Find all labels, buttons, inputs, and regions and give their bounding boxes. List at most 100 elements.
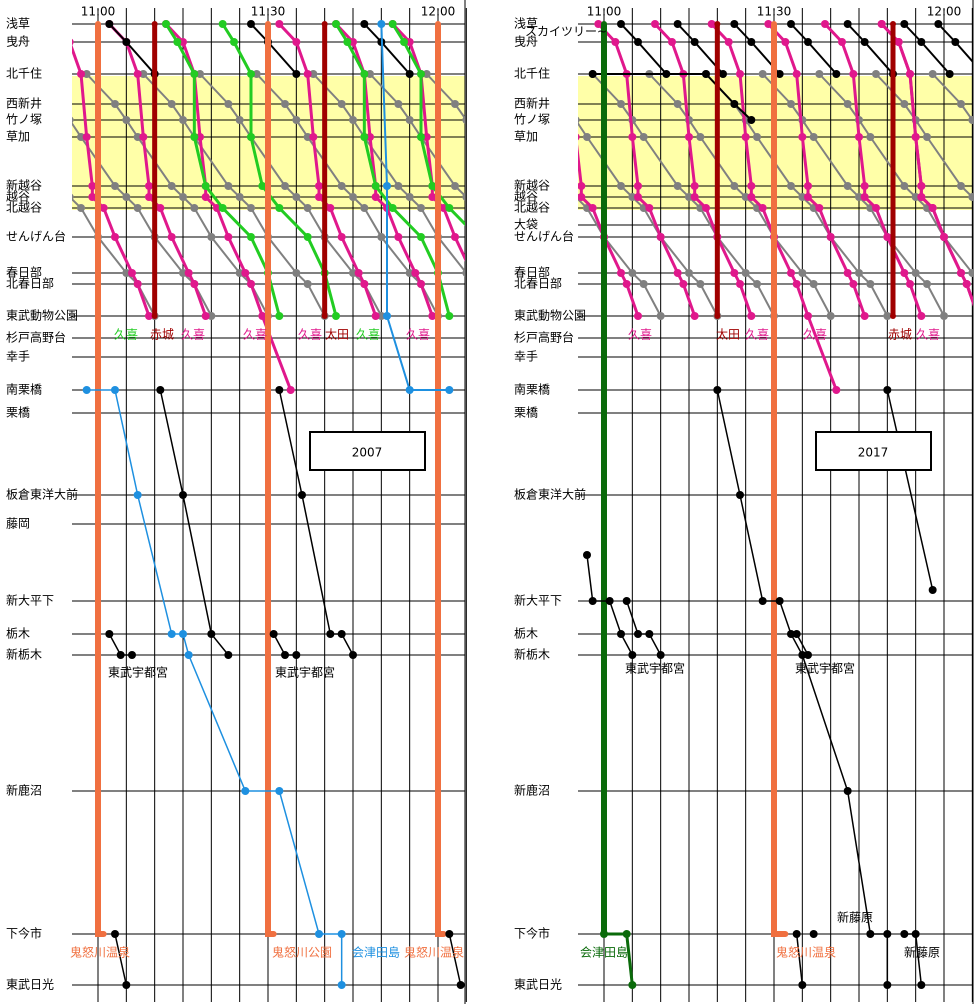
- stop: [491, 312, 499, 320]
- stop: [566, 70, 574, 78]
- stop: [601, 270, 607, 276]
- stop: [588, 204, 597, 212]
- stop: [601, 117, 607, 123]
- train-path: [903, 23, 951, 75]
- stop: [99, 204, 108, 212]
- stop: [224, 100, 233, 108]
- train-path: [886, 389, 934, 591]
- stop: [95, 652, 101, 658]
- stop: [435, 194, 441, 200]
- stop: [133, 491, 142, 499]
- stop: [804, 193, 812, 201]
- stop: [275, 204, 284, 212]
- stop: [366, 70, 374, 78]
- stop: [809, 133, 818, 141]
- train-label: 東武宇都宮: [108, 665, 168, 680]
- stop: [72, 116, 74, 124]
- stop: [724, 38, 733, 46]
- stop: [883, 930, 892, 938]
- stop: [787, 20, 795, 28]
- stop: [405, 269, 414, 277]
- stop: [349, 116, 357, 124]
- station-name: 北越谷: [6, 201, 42, 215]
- stop: [218, 20, 227, 28]
- stop: [394, 182, 403, 190]
- stop: [95, 410, 101, 416]
- stop: [230, 38, 238, 46]
- stop: [201, 193, 210, 201]
- stop: [890, 21, 896, 27]
- train-path: [425, 73, 465, 120]
- stop: [696, 133, 705, 141]
- station-name: 杉戸高野台: [514, 330, 574, 345]
- stop: [315, 182, 323, 190]
- stop: [224, 233, 233, 241]
- stop: [435, 71, 441, 77]
- stop: [247, 233, 255, 241]
- stop: [560, 182, 568, 190]
- stop: [133, 70, 142, 78]
- stop: [771, 631, 777, 637]
- stop: [911, 269, 920, 277]
- train-path: [790, 23, 838, 75]
- stop: [95, 117, 101, 123]
- station-name: 東武日光: [6, 978, 54, 992]
- train-path: [108, 23, 156, 75]
- stop: [241, 787, 250, 795]
- stop: [771, 183, 777, 189]
- stop: [860, 38, 869, 46]
- stop: [428, 182, 437, 190]
- stop: [111, 182, 119, 190]
- stop: [860, 193, 869, 201]
- stop: [747, 182, 756, 190]
- stop: [435, 313, 441, 319]
- stop: [241, 269, 250, 277]
- stop: [105, 630, 114, 638]
- stop: [360, 204, 369, 212]
- stop: [445, 386, 454, 394]
- stop: [111, 233, 119, 241]
- stop: [601, 101, 607, 107]
- station-name: 新栃木: [514, 647, 550, 662]
- stop: [265, 598, 271, 604]
- stop: [690, 182, 699, 190]
- stop: [771, 931, 777, 937]
- stop: [787, 100, 795, 108]
- stop: [435, 652, 441, 658]
- stop: [771, 788, 777, 794]
- stop: [82, 133, 91, 141]
- stop: [502, 312, 510, 320]
- stop: [685, 133, 693, 141]
- stop: [601, 205, 607, 211]
- stop: [601, 410, 607, 416]
- stop: [617, 100, 625, 108]
- stop: [634, 630, 642, 638]
- stop: [900, 20, 909, 28]
- stop: [622, 597, 631, 605]
- train-path: [625, 600, 662, 656]
- stop: [95, 598, 101, 604]
- stop: [781, 38, 790, 46]
- station-name: 草加: [514, 130, 538, 144]
- train-label: 赤城: [888, 328, 912, 342]
- station-name: 新栃木: [6, 647, 42, 662]
- stop: [771, 354, 777, 360]
- stop: [690, 312, 699, 320]
- year-label: 2007: [352, 446, 383, 460]
- stop: [265, 931, 271, 937]
- stop: [377, 20, 386, 28]
- stop: [462, 269, 465, 277]
- station-name: 南栗橋: [514, 382, 550, 397]
- stop: [435, 234, 441, 240]
- stop: [736, 491, 744, 499]
- stop: [275, 312, 284, 320]
- stop: [95, 335, 101, 341]
- stop: [771, 222, 777, 228]
- train-label: 久喜: [803, 328, 827, 342]
- stop: [388, 204, 397, 212]
- stop: [321, 313, 328, 319]
- stop: [201, 312, 210, 320]
- train-label: 久喜: [181, 328, 205, 342]
- stop: [974, 312, 978, 320]
- stop: [258, 182, 267, 190]
